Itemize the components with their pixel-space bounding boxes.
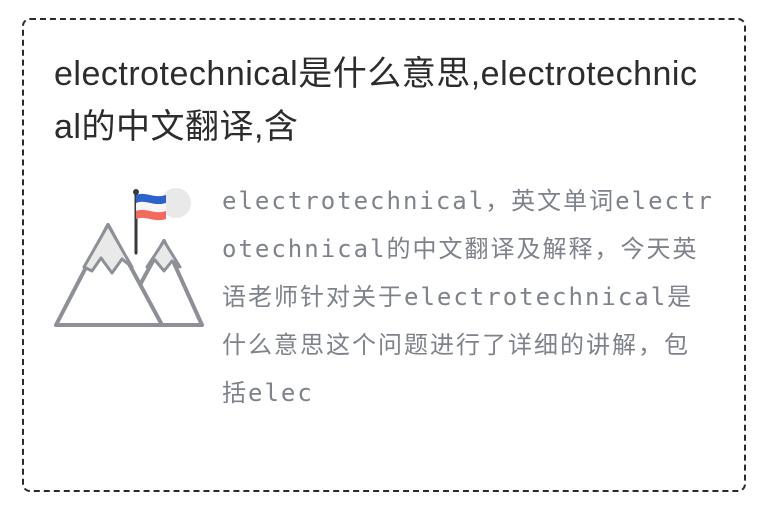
card-body-text: electrotechnical，英文单词electrotechnical的中文… xyxy=(222,177,714,417)
dashed-card: electrotechnical是什么意思,electrotechnical的中… xyxy=(22,18,746,492)
card-body-row: electrotechnical，英文单词electrotechnical的中文… xyxy=(54,177,714,417)
card-title: electrotechnical是什么意思,electrotechnical的中… xyxy=(54,48,714,153)
page-container: electrotechnical是什么意思,electrotechnical的中… xyxy=(0,0,768,510)
mountain-flag-icon xyxy=(54,181,204,331)
